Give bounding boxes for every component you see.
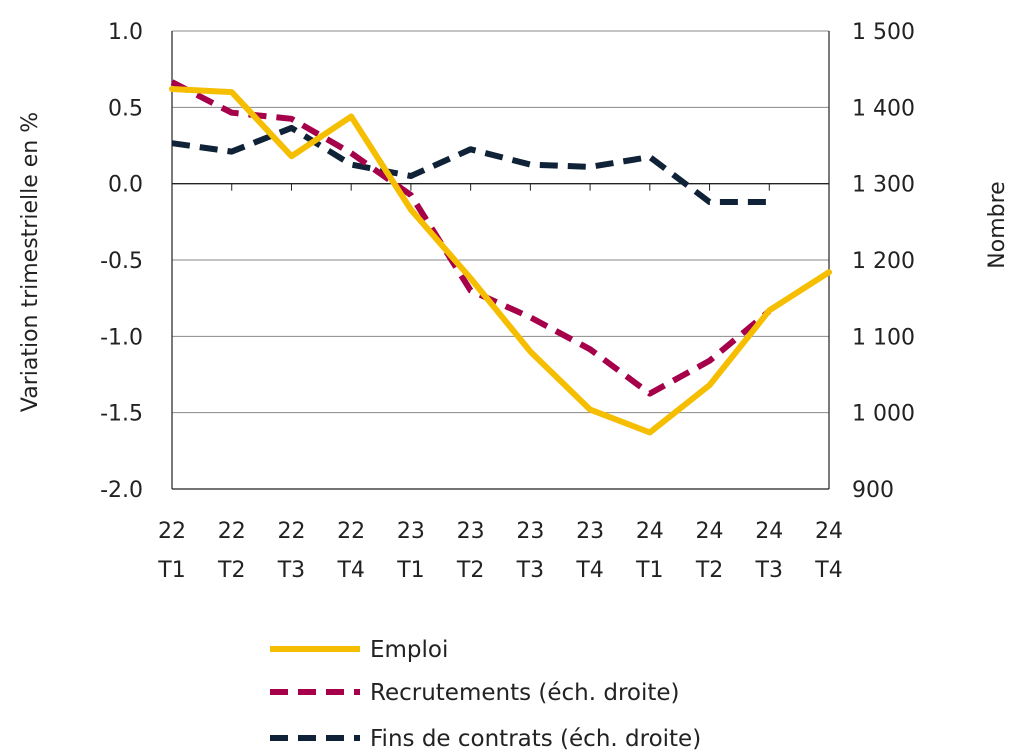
x-tick-label-quarter: T2 xyxy=(695,558,723,583)
x-tick-label-year: 23 xyxy=(516,519,544,544)
x-tick-label-quarter: T3 xyxy=(755,558,783,583)
legend: Emploi Recrutements (éch. droite) Fins de … xyxy=(270,637,701,752)
series-line-recrutements xyxy=(170,79,772,397)
series-line-fins-de-contrats xyxy=(171,124,770,205)
legend-label: Emploi xyxy=(370,637,448,663)
x-tick-label-year: 24 xyxy=(636,519,664,544)
y2-tick-label: 1 200 xyxy=(852,249,915,274)
x-tick-label-quarter: T2 xyxy=(217,558,245,583)
y2-tick-label: 900 xyxy=(852,478,894,503)
x-tick-label-year: 23 xyxy=(576,519,604,544)
y2-tick-label: 1 000 xyxy=(852,402,915,427)
left-axis-ticks: 1.0 0.5 0.0 -0.5 -1.0 -1.5 -2.0 xyxy=(100,20,143,503)
x-tick-label-quarter: T1 xyxy=(396,558,424,583)
y2-tick-label: 1 300 xyxy=(852,173,915,198)
x-tick-label-year: 22 xyxy=(277,519,305,544)
gridlines xyxy=(172,30,829,414)
axes xyxy=(171,31,830,490)
x-tick-label-year: 24 xyxy=(815,519,843,544)
right-axis-ticks: 1 500 1 400 1 300 1 200 1 100 1 000 900 xyxy=(852,20,915,503)
x-tick-label-quarter: T2 xyxy=(456,558,484,583)
x-tick-label-year: 22 xyxy=(218,519,246,544)
x-tick-label-quarter: T3 xyxy=(516,558,544,583)
x-tick-label-quarter: T1 xyxy=(157,558,185,583)
y-tick-label: 0.5 xyxy=(108,96,143,121)
y-tick-label: -1.5 xyxy=(100,402,143,427)
y-tick-label: 1.0 xyxy=(108,20,143,45)
legend-label: Fins de contrats (éch. droite) xyxy=(370,726,701,752)
x-axis-ticks: 22 T1 22 T2 22 T3 22 T4 23 T1 23 T2 23 T3 23 T4 24 T1 24 T2… xyxy=(157,519,843,583)
x-tick-label-quarter: T4 xyxy=(814,558,842,583)
x-tick-label-year: 22 xyxy=(337,519,365,544)
x-tick-label-quarter: T3 xyxy=(277,558,305,583)
x-tick-label-quarter: T1 xyxy=(635,558,663,583)
legend-label: Recrutements (éch. droite) xyxy=(370,680,680,706)
y2-tick-label: 1 400 xyxy=(852,96,915,121)
y2-tick-label: 1 100 xyxy=(852,325,915,350)
x-tick-label-quarter: T4 xyxy=(575,558,603,583)
y2-tick-label: 1 500 xyxy=(852,20,915,45)
y-tick-label: -0.5 xyxy=(100,249,143,274)
y-tick-label: -1.0 xyxy=(100,325,143,350)
series-lines xyxy=(169,79,832,436)
left-axis-title: Variation trimestrielle en % xyxy=(18,112,43,412)
x-tick-label-year: 24 xyxy=(755,519,783,544)
x-tick-label-quarter: T4 xyxy=(336,558,364,583)
series-line-emploi xyxy=(169,86,832,436)
x-tick-label-year: 23 xyxy=(457,519,485,544)
x-tick-label-year: 22 xyxy=(158,519,186,544)
y-tick-label: -2.0 xyxy=(100,478,143,503)
y-tick-label: 0.0 xyxy=(108,173,143,198)
right-axis-title: Nombre xyxy=(985,181,1010,268)
x-tick-label-year: 24 xyxy=(696,519,724,544)
x-tick-label-year: 23 xyxy=(397,519,425,544)
